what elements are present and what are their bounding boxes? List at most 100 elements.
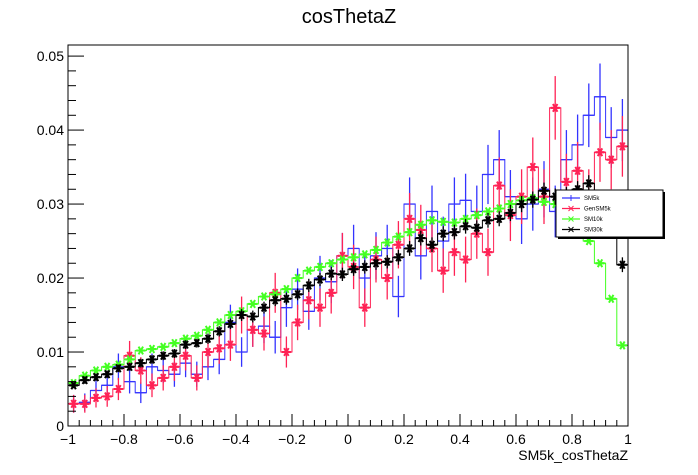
x-tick-label: −1: [60, 431, 76, 447]
x-tick-label: 0.6: [506, 431, 526, 447]
data-point: [203, 325, 213, 335]
axes-layer: −1 −0.8 −0.6 −0.4 −0.2 0 0.2 0.4 0.6 0.8 1 0 0.01 0.0…: [37, 44, 632, 463]
x-tick-label: 0.2: [394, 431, 414, 447]
data-point: [214, 318, 224, 327]
y-tick-label: 0: [56, 418, 64, 434]
data-point: [91, 393, 101, 403]
data-point: [69, 380, 79, 390]
data-point: [595, 147, 605, 157]
data-point: [293, 273, 303, 283]
data-point: [326, 288, 336, 298]
data-point: [382, 257, 392, 267]
data-point: [393, 232, 403, 242]
data-point: [584, 178, 594, 188]
data-point: [427, 240, 437, 250]
legend-label: SM10k: [584, 217, 604, 223]
data-point: [147, 355, 157, 364]
data-point: [304, 266, 314, 276]
data-point: [192, 331, 202, 341]
legend-marker: [568, 205, 574, 212]
data-point: [326, 258, 336, 268]
data-point: [259, 292, 269, 301]
data-point: [315, 262, 325, 272]
data-point: [393, 252, 403, 262]
x-axis-title: SM5k_cosThetaZ: [518, 447, 628, 463]
data-point: [472, 223, 482, 233]
data-point: [595, 258, 605, 268]
data-point: [472, 210, 482, 220]
data-point: [505, 199, 515, 209]
data-point: [102, 392, 112, 401]
legend: SM5k GenSM5k SM10k SM30k: [555, 189, 665, 239]
x-tick-label: 0: [344, 431, 352, 447]
data-point: [91, 366, 101, 375]
data-point: [405, 227, 415, 237]
x-tick-label: −0.2: [278, 431, 306, 447]
data-point: [438, 229, 448, 239]
data-point: [382, 273, 392, 283]
data-point: [449, 227, 459, 237]
data-point: [349, 264, 359, 274]
data-point: [561, 177, 571, 187]
data-point: [427, 215, 437, 225]
data-point: [539, 186, 549, 196]
data-point: [304, 295, 314, 305]
data-point: [281, 347, 291, 357]
data-point: [337, 255, 347, 264]
data-point: [125, 355, 135, 364]
data-point: [102, 369, 112, 379]
data-point: [147, 344, 157, 354]
data-point: [461, 221, 471, 231]
data-point: [158, 373, 168, 383]
data-point: [181, 351, 191, 361]
data-point: [102, 362, 112, 372]
x-tick-label: 1: [624, 431, 632, 447]
data-point: [349, 252, 359, 262]
data-point: [315, 303, 325, 313]
data-point: [192, 338, 202, 348]
data-point: [147, 380, 157, 390]
data-point: [371, 245, 381, 255]
data-point: [617, 340, 627, 350]
data-point: [483, 247, 493, 257]
data-point: [371, 258, 381, 268]
data-point: [248, 299, 258, 309]
data-point: [528, 162, 538, 172]
legend-label: SM30k: [584, 228, 604, 234]
data-point: [550, 103, 560, 113]
legend-label: SM5k: [584, 196, 600, 202]
data-point: [225, 340, 235, 350]
data-point: [214, 326, 224, 336]
data-point: [494, 214, 504, 224]
y-tick-label: 0.02: [37, 270, 64, 286]
data-point: [337, 269, 347, 279]
series-layer: [68, 63, 628, 413]
data-point: [169, 349, 179, 358]
data-point: [113, 384, 123, 394]
data-point: [483, 215, 493, 225]
data-point: [169, 338, 179, 348]
data-point: [125, 362, 135, 372]
data-point: [315, 275, 325, 284]
data-point: [393, 240, 403, 250]
data-point: [326, 269, 336, 278]
data-point: [158, 342, 168, 352]
data-point: [360, 249, 370, 259]
data-point: [136, 358, 146, 368]
data-point: [136, 346, 146, 355]
data-point: [69, 399, 79, 409]
x-tick-label: −0.6: [166, 431, 194, 447]
data-point: [203, 334, 213, 344]
data-point: [360, 262, 370, 272]
data-point: [416, 233, 426, 243]
data-point: [225, 310, 235, 320]
data-point: [181, 340, 191, 350]
y-tick-label: 0.03: [37, 196, 64, 212]
data-point: [461, 255, 471, 264]
data-point: [606, 294, 616, 304]
data-point: [91, 372, 101, 382]
data-point: [169, 362, 179, 372]
data-point: [438, 217, 448, 227]
data-point: [483, 207, 493, 216]
